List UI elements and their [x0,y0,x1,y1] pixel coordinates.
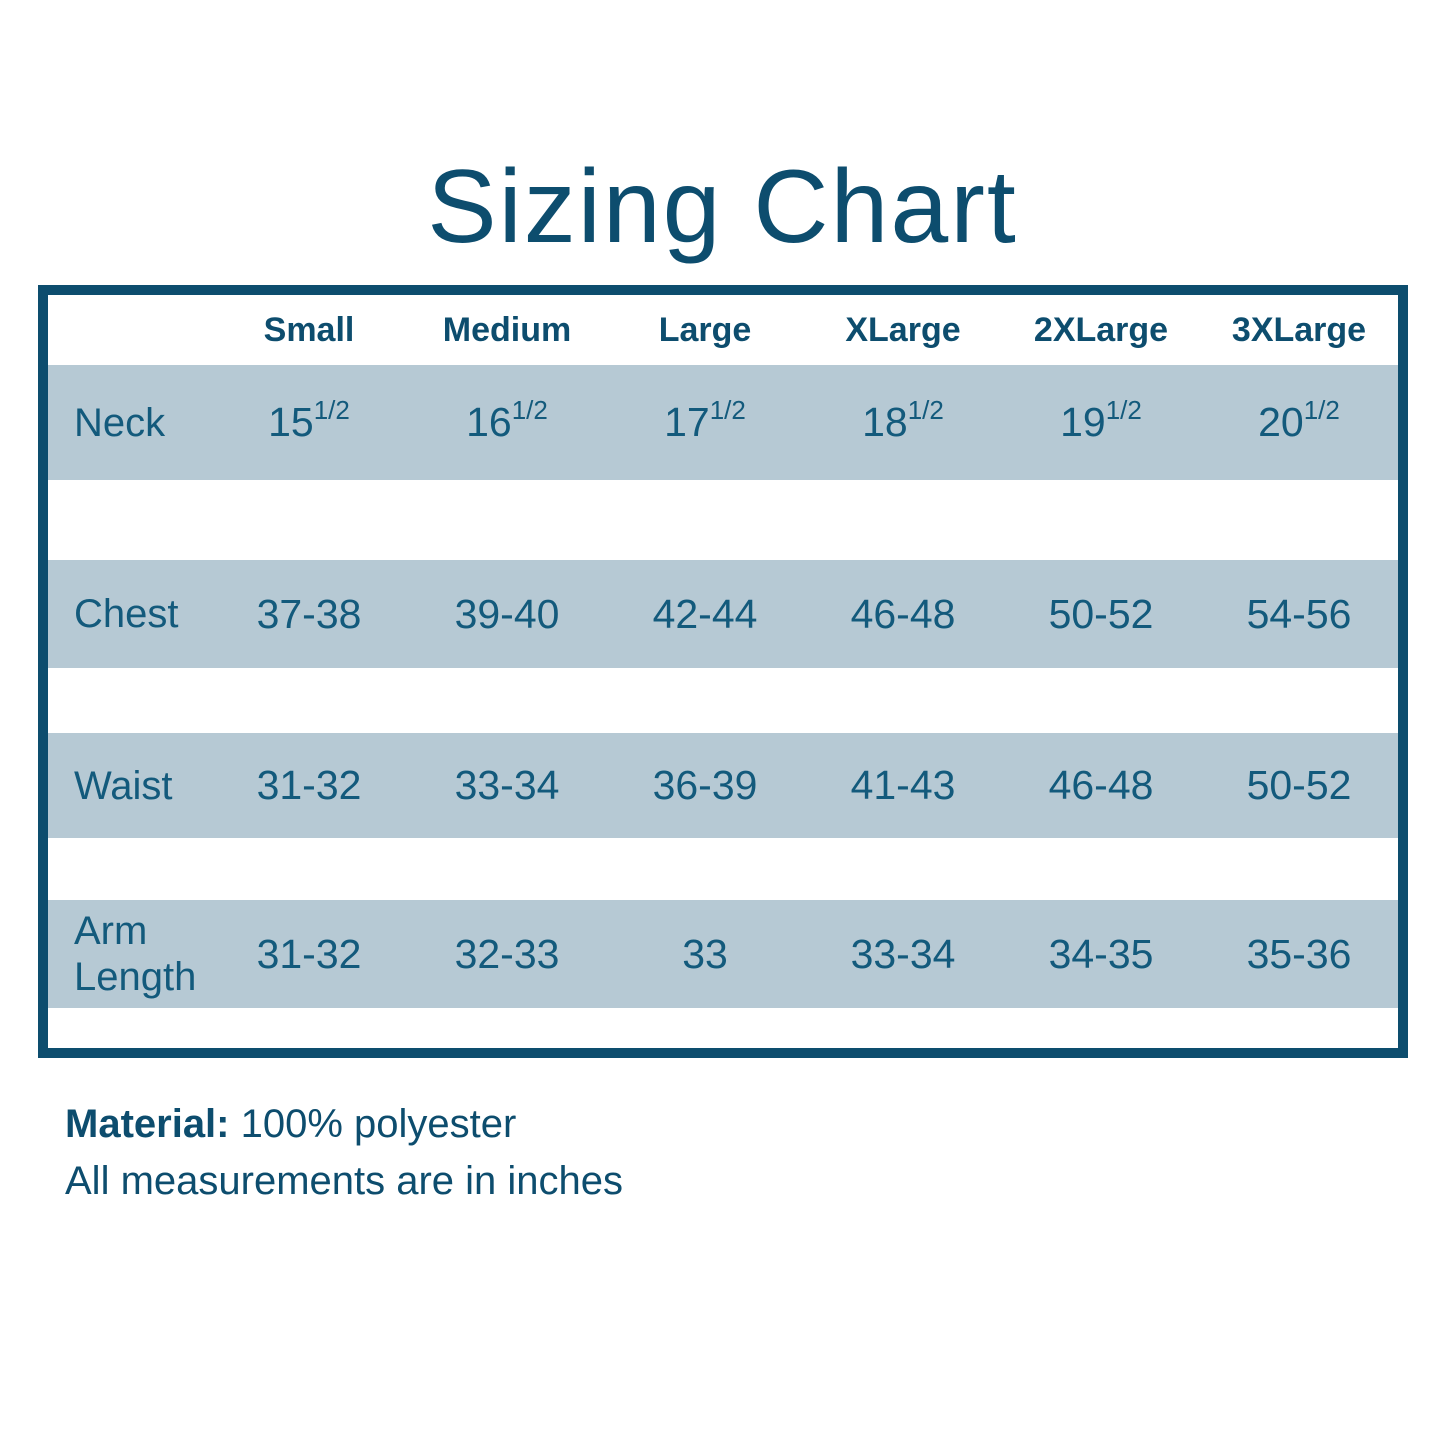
table-header-row: Small Medium Large XLarge 2XLarge 3XLarg… [48,295,1398,365]
row-label-chest: Chest [74,592,179,636]
cell-waist-3xlarge: 50-52 [1246,762,1352,808]
cell-chest-small: 37-38 [256,590,362,637]
row-label-waist: Waist [74,763,173,808]
column-header-2xlarge: 2XLarge [1033,310,1169,349]
cell-arm-small: 31-32 [256,930,362,977]
table-row-arm-length: Arm Length 31-32 32-33 33 33-34 34-35 35… [48,900,1398,1008]
row-spacer [48,668,1398,733]
table-row-chest: Chest 37-38 39-40 42-44 46-48 50-52 54-5… [48,560,1398,668]
table-row-neck: Neck 151/2 161/2 171/2 181/2 191/2 201/2 [48,365,1398,480]
cell-waist-medium: 33-34 [454,762,560,808]
cell-arm-medium: 32-33 [454,930,560,977]
cell-waist-small: 31-32 [256,762,362,808]
cell-chest-xlarge: 46-48 [850,590,956,637]
row-spacer [48,1008,1398,1048]
cell-neck-3xlarge: 201/2 [1258,395,1340,445]
row-spacer [48,838,1398,900]
sizing-table: Small Medium Large XLarge 2XLarge 3XLarg… [38,285,1408,1058]
cell-waist-xlarge: 41-43 [850,762,956,808]
footer-note: Material: 100% polyester All measurement… [65,1096,623,1210]
cell-arm-xlarge: 33-34 [850,930,956,977]
cell-waist-large: 36-39 [652,762,758,808]
column-header-large: Large [658,310,752,349]
material-value: 100% polyester [229,1102,517,1146]
cell-arm-3xlarge: 35-36 [1246,930,1352,977]
column-header-small: Small [263,310,355,349]
cell-chest-medium: 39-40 [454,590,560,637]
material-label: Material: [65,1102,230,1146]
column-header-3xlarge: 3XLarge [1231,310,1367,349]
cell-chest-2xlarge: 50-52 [1048,590,1154,637]
cell-waist-2xlarge: 46-48 [1048,762,1154,808]
material-line: Material: 100% polyester [65,1096,623,1153]
cell-neck-medium: 161/2 [466,395,548,445]
cell-chest-3xlarge: 54-56 [1246,590,1352,637]
cell-neck-2xlarge: 191/2 [1060,395,1142,445]
cell-neck-small: 151/2 [268,395,350,445]
cell-chest-large: 42-44 [652,590,758,637]
column-header-medium: Medium [442,310,572,349]
cell-neck-large: 171/2 [664,395,746,445]
cell-neck-xlarge: 181/2 [862,395,944,445]
cell-arm-2xlarge: 34-35 [1048,930,1154,977]
row-label-neck: Neck [74,400,166,445]
row-label-arm-length: Arm Length [74,909,197,999]
page-title: Sizing Chart [427,149,1018,265]
measurements-note: All measurements are in inches [65,1158,624,1203]
row-spacer [48,480,1398,560]
cell-arm-large: 33 [682,930,728,977]
table-row-waist: Waist 31-32 33-34 36-39 41-43 46-48 50-5… [48,733,1398,838]
column-header-xlarge: XLarge [845,310,961,349]
